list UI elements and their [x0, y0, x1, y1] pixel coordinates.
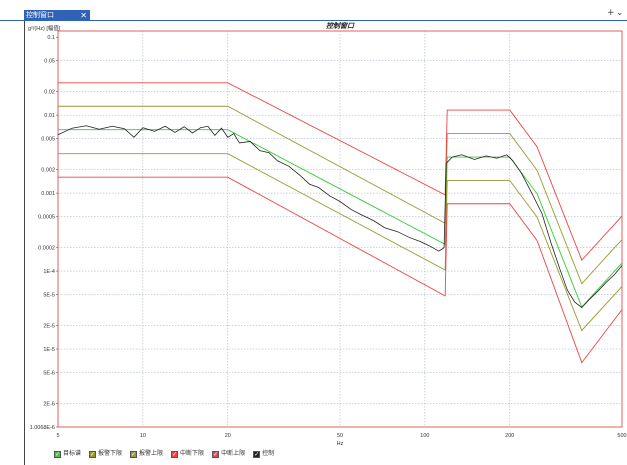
series-line-2 [58, 105, 623, 285]
x-tick-label: 100 [420, 433, 429, 439]
series-line-3 [58, 176, 623, 364]
x-tick-label: 5 [56, 433, 59, 439]
x-tick-label: 10 [140, 433, 146, 439]
y-tick-label: 1E-5 [43, 347, 55, 353]
x-tick-label: 50 [337, 433, 343, 439]
x-tick-label: 500 [617, 433, 626, 439]
checkbox-icon[interactable]: ✓ [54, 451, 61, 458]
y-tick-label: 1.0068E-6 [30, 425, 55, 431]
legend-item[interactable]: ✓ 控制 [253, 449, 274, 460]
y-tick-label: 2E-6 [43, 402, 55, 408]
legend-item[interactable]: ✓ 报警上限 [130, 449, 163, 460]
y-tick-label: 0.02 [44, 90, 55, 96]
chevron-down-icon[interactable]: ⌄ [616, 8, 624, 18]
legend-label: 报警上限 [139, 451, 164, 457]
x-axis-label: Hz [337, 441, 344, 447]
series-line-1 [58, 153, 623, 332]
y-tick-label: 0.05 [44, 59, 55, 65]
y-tick-label: 0.01 [44, 113, 55, 119]
x-tick-label: 200 [505, 433, 514, 439]
legend-item[interactable]: ✓ 报警下限 [89, 449, 122, 460]
y-tick-label: 5E-6 [43, 371, 55, 377]
legend-label: 中断上限 [221, 451, 246, 457]
y-tick-label: 2E-5 [43, 324, 55, 330]
checkbox-icon[interactable]: ✓ [89, 451, 97, 458]
x-tick-label: 20 [225, 433, 231, 439]
legend-label: 控制 [262, 451, 275, 457]
series-line-4 [58, 82, 623, 261]
checkbox-icon[interactable]: ✓ [253, 451, 261, 458]
checkbox-icon[interactable]: ✓ [130, 451, 138, 458]
y-tick-label: 5E-5 [43, 293, 55, 299]
y-tick-label: 0.002 [41, 168, 55, 174]
plus-icon[interactable]: + [607, 8, 615, 18]
series-line-0 [58, 129, 623, 308]
tab-control-window[interactable]: 控制窗口 ✕ [24, 10, 90, 21]
plot-panel [24, 21, 627, 465]
y-tick-label: 1E-4 [43, 269, 55, 275]
y-tick-label: 0.0002 [38, 246, 55, 252]
legend-label: 目标谱 [63, 451, 82, 457]
legend-item[interactable]: ✓ 中断下限 [171, 449, 204, 460]
y-tick-label: 0.0005 [38, 215, 55, 221]
checkbox-icon[interactable]: ✓ [171, 451, 179, 458]
y-tick-label: 0.005 [41, 137, 55, 143]
tab-label: 控制窗口 [26, 12, 54, 19]
chart-legend: ✓ 目标谱 ✓ 报警下限 ✓ 报警上限 ✓ 中断下限 ✓ 中断上限 ✓ 控制 [54, 449, 274, 460]
legend-item[interactable]: ✓ 目标谱 [54, 449, 81, 460]
close-icon[interactable]: ✕ [80, 11, 87, 20]
chart-title: 控制窗口 [326, 21, 355, 30]
y-tick-label: 0.1 [47, 35, 55, 41]
legend-item[interactable]: ✓ 中断上限 [212, 449, 245, 460]
legend-label: 中断下限 [180, 451, 205, 457]
legend-label: 报警下限 [98, 451, 123, 457]
checkbox-icon[interactable]: ✓ [212, 451, 220, 458]
y-tick-label: 0.001 [41, 191, 55, 197]
y-axis-label: g²/(Hz) [幅值] [28, 24, 61, 32]
series-line-5 [57, 125, 623, 309]
tab-bar: 控制窗口 ✕ + ⌄ [0, 0, 627, 21]
